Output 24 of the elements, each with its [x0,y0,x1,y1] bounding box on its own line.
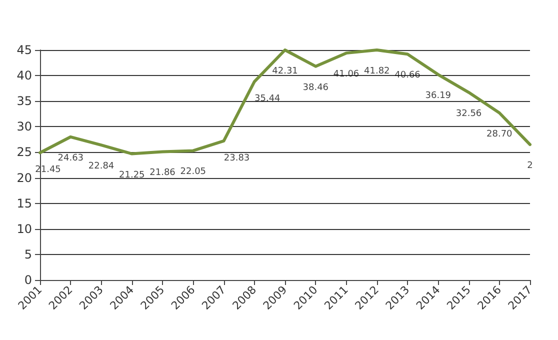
annotation: 28.70 [486,129,513,140]
annotation: 24.63 [58,153,84,164]
annotation: 23.83 [224,153,250,164]
y-tick-label: 20 [16,170,32,185]
annotation: 2 [527,161,533,172]
annotation: 41.82 [364,66,390,76]
annotation: 21.25 [118,170,145,180]
annotation: 32.56 [456,108,482,119]
y-tick-label: 45 [16,43,32,57]
annotation: 36.19 [425,91,452,102]
y-tick-label: 5 [24,247,32,262]
annotation: 22.84 [88,162,114,172]
y-tick-label: 10 [16,222,32,236]
line-series [38,48,532,156]
y-tick-label: 15 [16,196,32,210]
y-tick-label: 0 [24,273,32,287]
y-tick-label: 30 [16,120,32,134]
y-tick-label: 40 [16,68,32,83]
annotation: 21.86 [150,168,176,178]
annotation: 38.46 [302,82,329,93]
y-tick-label: 35 [16,94,32,108]
y-tick-label: 25 [16,145,32,160]
annotation: 42.31 [272,66,298,76]
annotation: 22.05 [180,167,206,178]
